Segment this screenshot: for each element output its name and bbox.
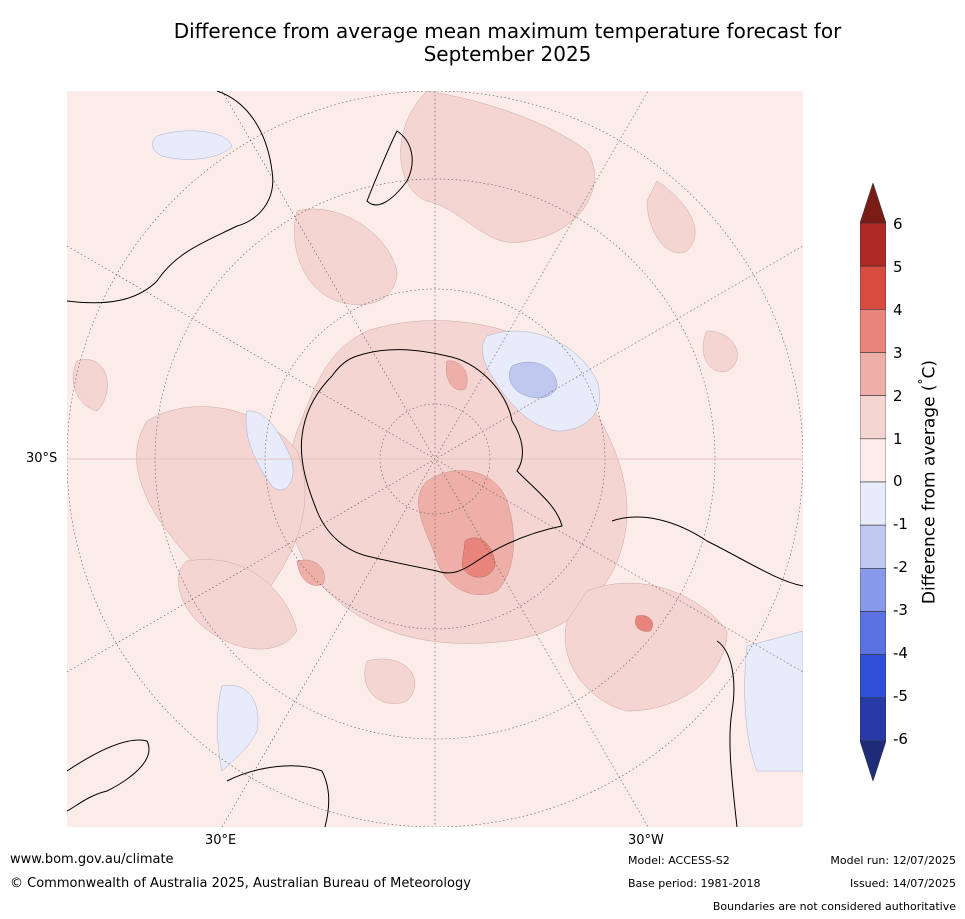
cb-tick-m5: -5	[893, 687, 908, 705]
cb-tick-m4: -4	[893, 644, 908, 662]
cb-tick-4: 4	[893, 301, 903, 319]
colorbar-box-4	[860, 395, 886, 440]
colorbar-box-2	[860, 309, 886, 353]
colorbar-box-6	[860, 481, 886, 526]
colorbar-label: Difference from average (°C)	[916, 359, 940, 605]
cb-tick-3: 3	[893, 344, 903, 362]
cb-tick-m2: -2	[893, 558, 908, 576]
coastlines	[67, 91, 803, 827]
map-svg	[67, 91, 803, 827]
cb-tick-1: 1	[893, 430, 903, 448]
colorbar-box-7	[860, 524, 886, 569]
cb-tick-6: 6	[893, 215, 903, 233]
colorbar-box-11	[860, 697, 886, 742]
anomaly-minus-1-to-minus-2	[509, 361, 558, 399]
footer-model-run: Model run: 12/07/2025	[830, 854, 956, 867]
colorbar-extend-max	[860, 183, 886, 224]
colorbar-box-10	[860, 654, 886, 699]
anomaly-3-to-4	[461, 537, 653, 632]
colorbar-box-8	[860, 568, 886, 612]
lon-label-30e: 30°E	[205, 833, 237, 848]
colorbar-box-0	[860, 222, 886, 267]
footer-url: www.bom.gov.au/climate	[10, 852, 174, 867]
cb-tick-2: 2	[893, 387, 903, 405]
colorbar-box-5	[860, 438, 886, 483]
footer-issued: Issued: 14/07/2025	[849, 877, 956, 890]
cb-tick-m6: -6	[893, 730, 908, 748]
colorbar-extend-min	[860, 740, 886, 781]
colorbar	[860, 183, 886, 781]
title-line-1: Difference from average mean maximum tem…	[173, 19, 842, 43]
colorbar-box-9	[860, 611, 886, 655]
map-title: Difference from average mean maximum tem…	[60, 20, 955, 66]
anomaly-map	[67, 91, 803, 827]
lat-label-30s: 30°S	[26, 451, 58, 466]
colorbar-box-3	[860, 352, 886, 396]
footer-disclaimer: Boundaries are not considered authoritat…	[712, 900, 956, 913]
colorbar-box-1	[860, 265, 886, 310]
title-line-2: September 2025	[423, 42, 592, 66]
antarctica-coastline	[300, 349, 563, 574]
footer-base-period: Base period: 1981-2018	[628, 877, 761, 890]
footer-copyright: © Commonwealth of Australia 2025, Austra…	[10, 876, 471, 891]
cb-tick-m3: -3	[893, 601, 908, 619]
lon-label-30w: 30°W	[628, 833, 664, 848]
cb-tick-0: 0	[893, 472, 903, 490]
cb-tick-5: 5	[893, 258, 903, 276]
cb-tick-m1: -1	[893, 515, 908, 533]
footer-model: Model: ACCESS-S2	[628, 854, 730, 867]
